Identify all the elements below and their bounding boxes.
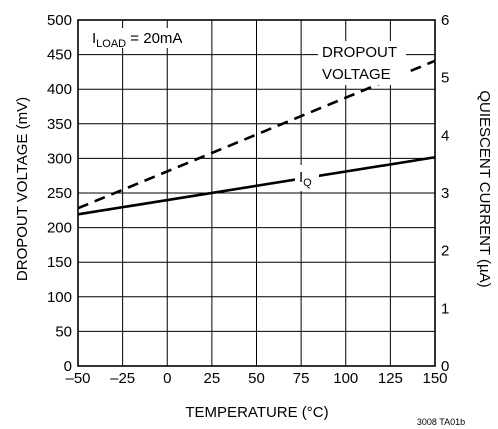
grid [77, 19, 436, 367]
y-axis-title: DROPOUT VOLTAGE (mV) [14, 97, 31, 281]
y-tick-label: 450 [47, 47, 72, 64]
y-tick-label: 200 [47, 220, 72, 237]
dropout-label-line2: VOLTAGE [322, 66, 391, 83]
y-tick-label: 50 [55, 323, 72, 340]
y-tick-label: 0 [64, 358, 72, 375]
x-tick-label: –25 [110, 370, 135, 387]
y-tick-label: 300 [47, 150, 72, 167]
dropout-label-line1: DROPOUT [322, 44, 397, 61]
y2-tick-labels: 0 1 2 3 4 5 6 [441, 12, 449, 375]
iq-label-bg [295, 165, 319, 191]
x-tick-label: 75 [293, 370, 310, 387]
y2-tick-label: 3 [441, 185, 449, 202]
x-tick-label: 125 [378, 370, 403, 387]
y2-tick-label: 5 [441, 70, 449, 87]
y-tick-label: 500 [47, 12, 72, 29]
y-tick-label: 250 [47, 185, 72, 202]
x-tick-label: –50 [65, 370, 90, 387]
y2-tick-label: 6 [441, 12, 449, 29]
x-axis-title: TEMPERATURE (°C) [185, 404, 328, 421]
dropout-label-bg [318, 41, 406, 85]
y2-tick-label: 2 [441, 243, 449, 260]
x-tick-label: 0 [163, 370, 171, 387]
y2-tick-label: 4 [441, 127, 449, 144]
y-tick-labels: 0 50 100 150 200 250 300 350 400 450 500 [47, 12, 72, 375]
x-tick-label: 50 [248, 370, 265, 387]
y2-tick-label: 1 [441, 300, 449, 317]
y-tick-label: 100 [47, 289, 72, 306]
y-tick-label: 150 [47, 254, 72, 271]
x-tick-label: 100 [333, 370, 358, 387]
figure-code: 3008 TA01b [417, 417, 465, 427]
y2-tick-label: 0 [441, 358, 449, 375]
y-tick-label: 400 [47, 81, 72, 98]
y-tick-label: 350 [47, 116, 72, 133]
iq-label: IQ [299, 169, 312, 189]
dropout-voltage-line [77, 59, 436, 210]
series-layer [77, 59, 436, 216]
plot-frame [77, 19, 436, 367]
y2-axis-title: QUIESCENT CURRENT (µA) [476, 90, 493, 287]
x-tick-labels: –50 –25 0 25 50 75 100 125 150 [65, 370, 447, 387]
x-tick-label: 25 [204, 370, 221, 387]
load-label: ILOAD = 20mA [92, 30, 182, 50]
load-label-bg [88, 28, 208, 48]
x-tick-label: 150 [422, 370, 447, 387]
iq-line [77, 155, 436, 216]
